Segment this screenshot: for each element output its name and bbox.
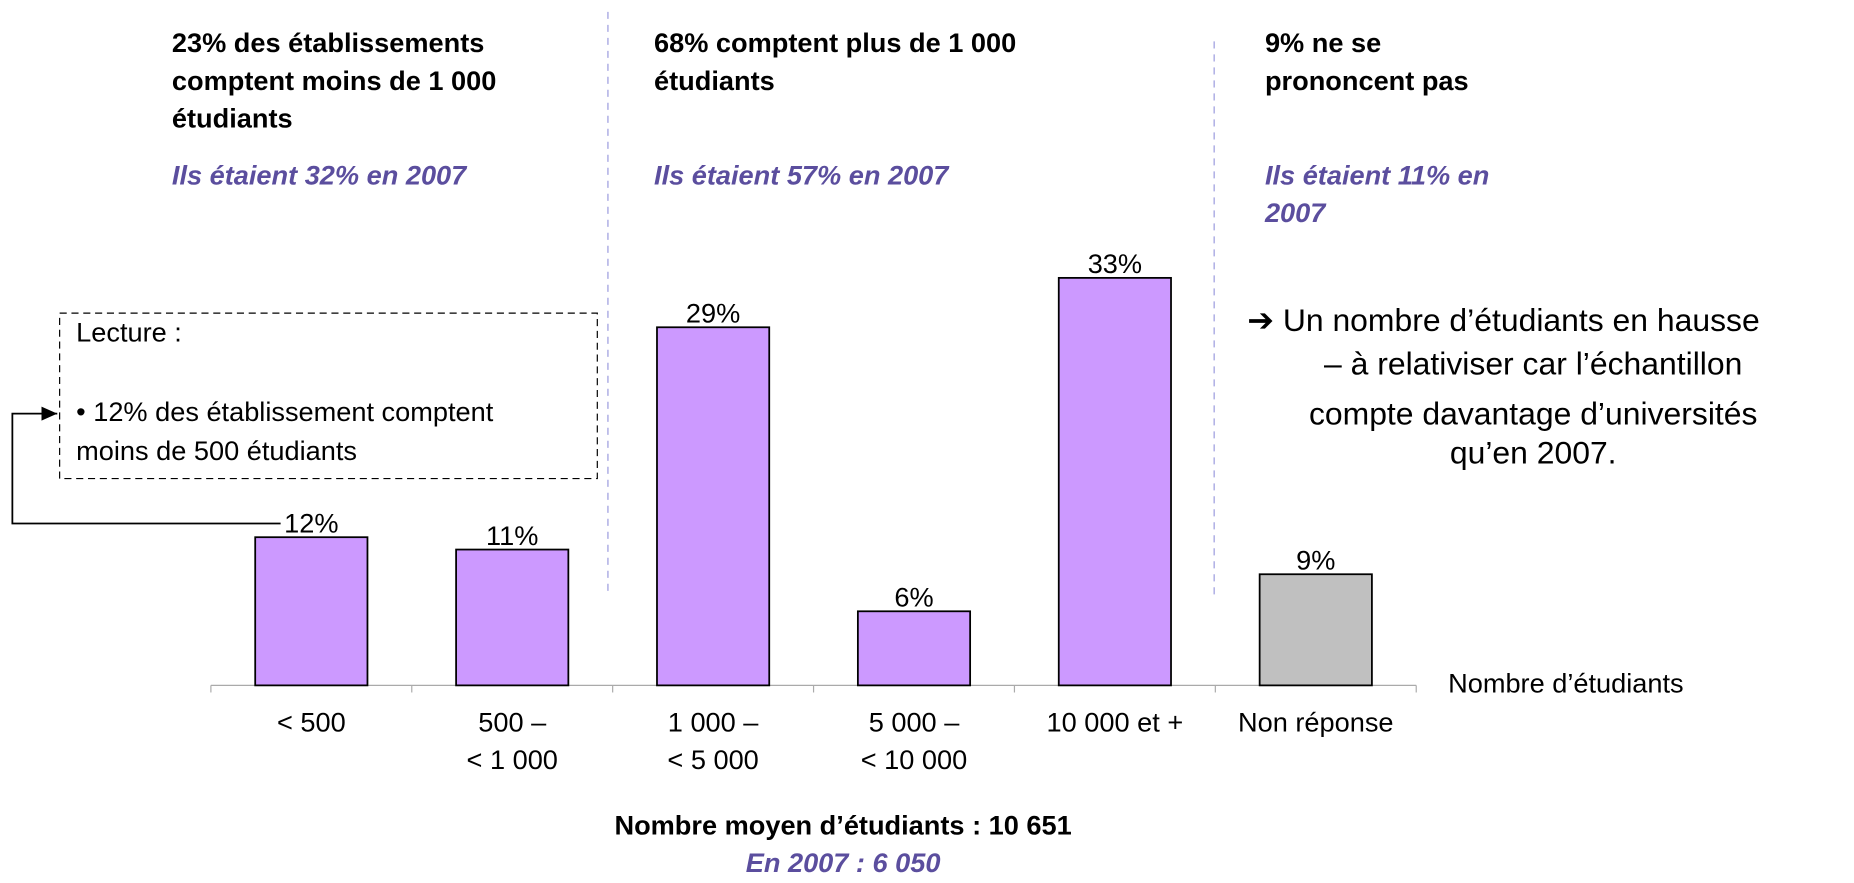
reading-line: moins de 500 étudiants <box>76 435 357 466</box>
group-note: Ils étaient 32% en 2007 <box>172 159 468 190</box>
reading-arrow <box>11 406 281 525</box>
group-header: prononcent pas <box>1265 65 1469 96</box>
reading-title: Lecture : <box>76 317 182 348</box>
group-header: 9% ne se <box>1265 27 1381 58</box>
reading-box <box>59 312 598 480</box>
bar <box>856 610 972 687</box>
x-tick-label: 500 – < 1 000 <box>467 707 558 776</box>
comment: qu’en 2007. <box>1450 434 1617 470</box>
x-tick-label: Non réponse <box>1238 707 1394 738</box>
group-note: Ils étaient 57% en 2007 <box>654 159 950 190</box>
comment: compte davantage d’universités <box>1309 395 1758 431</box>
group-header: étudiants <box>654 65 775 96</box>
comment: ➔ Un nombre d’étudiants en hausse <box>1247 302 1759 338</box>
x-tick-label: 10 000 et + <box>1047 707 1184 738</box>
group-header: 23% des établissements <box>172 27 484 58</box>
value-label: 11% <box>486 520 538 551</box>
bar <box>656 326 771 687</box>
group-note: 2007 <box>1264 197 1327 228</box>
group-header: comptent moins de 1 000 <box>172 65 496 96</box>
group-header: étudiants <box>172 103 293 134</box>
value-label: 29% <box>686 298 740 329</box>
group-note: Ils étaient 11% en <box>1265 159 1489 190</box>
bar <box>1057 276 1172 687</box>
bar <box>1258 573 1373 687</box>
x-tick-label: 5 000 – < 10 000 <box>861 707 967 776</box>
x-tick-label: 1 000 – < 5 000 <box>667 707 759 776</box>
reading-line: • 12% des établissement comptent <box>76 396 494 427</box>
footer-average: Nombre moyen d’étudiants : 10 651 <box>614 809 1071 840</box>
value-label: 33% <box>1088 248 1142 279</box>
x-axis-label: Nombre d’étudiants <box>1448 668 1683 699</box>
x-tick-label: < 500 <box>277 707 346 738</box>
bar <box>455 548 570 687</box>
comment: – à relativiser car l’échantillon <box>1324 346 1742 382</box>
value-label: 9% <box>1296 545 1335 576</box>
group-header: 68% comptent plus de 1 000 <box>654 27 1016 58</box>
footer-previous: En 2007 : 6 050 <box>746 847 941 878</box>
value-label: 6% <box>894 582 933 613</box>
value-label: 12% <box>284 508 338 539</box>
bar <box>254 536 369 687</box>
